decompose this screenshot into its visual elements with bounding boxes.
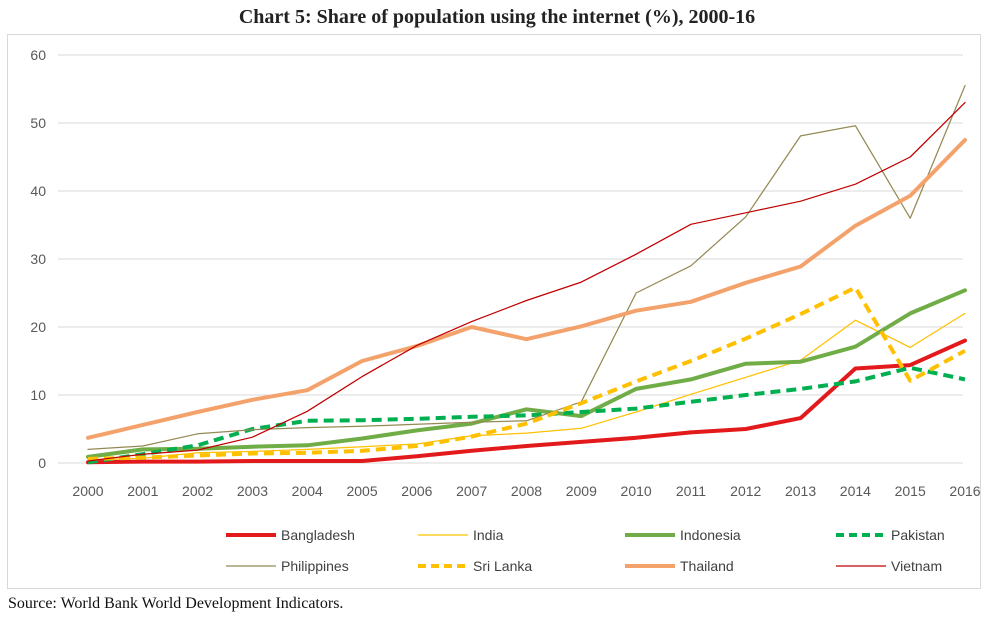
y-tick-label: 0 [38, 455, 46, 471]
legend-label: Sri Lanka [473, 558, 532, 574]
x-tick-label: 2003 [237, 483, 268, 499]
legend-label: Indonesia [680, 527, 741, 543]
x-tick-label: 2004 [292, 483, 323, 499]
legend-item-bangladesh: Bangladesh [226, 527, 355, 543]
series-line-vietnam [87, 101, 966, 462]
series-line-india [87, 312, 966, 461]
legend-item-vietnam: Vietnam [836, 558, 942, 574]
x-tick-label: 2014 [840, 483, 871, 499]
legend: Bangladesh India Indonesia Pakistan Philippi… [226, 527, 945, 574]
legend-label: Pakistan [891, 527, 945, 543]
x-tick-label: 2006 [401, 483, 432, 499]
legend-item-thailand: Thailand [625, 558, 734, 574]
legend-label: Vietnam [891, 558, 942, 574]
x-tick-label: 2015 [895, 483, 926, 499]
gridlines [58, 54, 963, 464]
legend-item-sri-lanka: Sri Lanka [418, 558, 532, 574]
legend-item-india: India [418, 527, 504, 543]
x-tick-label: 2000 [72, 483, 103, 499]
chart-area: 0 10 20 30 40 50 60 2000 2001 2002 2003 2004 2005 20… [7, 34, 981, 589]
x-tick-label: 2012 [730, 483, 761, 499]
y-tick-label: 50 [30, 115, 46, 131]
x-tick-label: 2005 [346, 483, 377, 499]
legend-item-indonesia: Indonesia [625, 527, 741, 543]
legend-label: Thailand [680, 558, 734, 574]
series-line-thailand [86, 138, 967, 440]
y-tick-label: 30 [30, 251, 46, 267]
y-tick-label: 20 [30, 319, 46, 335]
source-note: Source: World Bank World Development Ind… [8, 595, 344, 612]
legend-label: India [473, 527, 504, 543]
x-tick-label: 2010 [621, 483, 652, 499]
x-tick-label: 2016 [949, 483, 980, 499]
chart-title: Chart 5: Share of population using the i… [238, 6, 756, 28]
series-lines [86, 84, 967, 465]
x-tick-label: 2011 [676, 483, 706, 499]
x-axis-ticks: 2000 2001 2002 2003 2004 2005 2006 2007 2008 2009… [72, 483, 980, 499]
x-tick-label: 2013 [785, 483, 816, 499]
x-tick-label: 2007 [456, 483, 487, 499]
series-line-pakistan [87, 365, 966, 465]
x-tick-label: 2008 [511, 483, 542, 499]
series-line-sri-lanka [87, 285, 966, 461]
x-tick-label: 2002 [182, 483, 213, 499]
y-tick-label: 60 [30, 47, 46, 63]
legend-label: Bangladesh [281, 527, 355, 543]
series-line-philippines [87, 84, 966, 451]
series-line-indonesia [86, 288, 967, 459]
legend-item-philippines: Philippines [226, 558, 349, 574]
x-tick-label: 2001 [127, 483, 158, 499]
y-tick-label: 40 [30, 183, 46, 199]
legend-label: Philippines [281, 558, 349, 574]
y-tick-label: 10 [30, 387, 46, 403]
x-tick-label: 2009 [566, 483, 597, 499]
series-line-bangladesh [86, 338, 967, 465]
legend-item-pakistan: Pakistan [836, 527, 945, 543]
y-axis-ticks: 0 10 20 30 40 50 60 [30, 47, 46, 471]
